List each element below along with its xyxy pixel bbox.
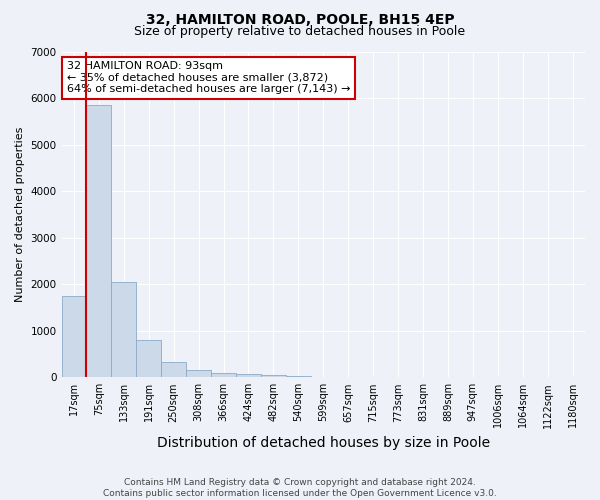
- Bar: [86, 105, 112, 378]
- Text: 32 HAMILTON ROAD: 93sqm
← 35% of detached houses are smaller (3,872)
64% of semi: 32 HAMILTON ROAD: 93sqm ← 35% of detache…: [67, 62, 350, 94]
- Y-axis label: Number of detached properties: Number of detached properties: [15, 126, 25, 302]
- Bar: [112, 282, 136, 378]
- Bar: [186, 370, 211, 378]
- Bar: [261, 375, 286, 378]
- Bar: [311, 376, 336, 378]
- Text: 32, HAMILTON ROAD, POOLE, BH15 4EP: 32, HAMILTON ROAD, POOLE, BH15 4EP: [146, 12, 454, 26]
- Bar: [136, 340, 161, 378]
- Text: Contains HM Land Registry data © Crown copyright and database right 2024.
Contai: Contains HM Land Registry data © Crown c…: [103, 478, 497, 498]
- X-axis label: Distribution of detached houses by size in Poole: Distribution of detached houses by size …: [157, 436, 490, 450]
- Bar: [236, 374, 261, 378]
- Bar: [62, 296, 86, 378]
- Bar: [161, 362, 186, 378]
- Bar: [286, 376, 311, 378]
- Text: Size of property relative to detached houses in Poole: Size of property relative to detached ho…: [134, 25, 466, 38]
- Bar: [211, 372, 236, 378]
